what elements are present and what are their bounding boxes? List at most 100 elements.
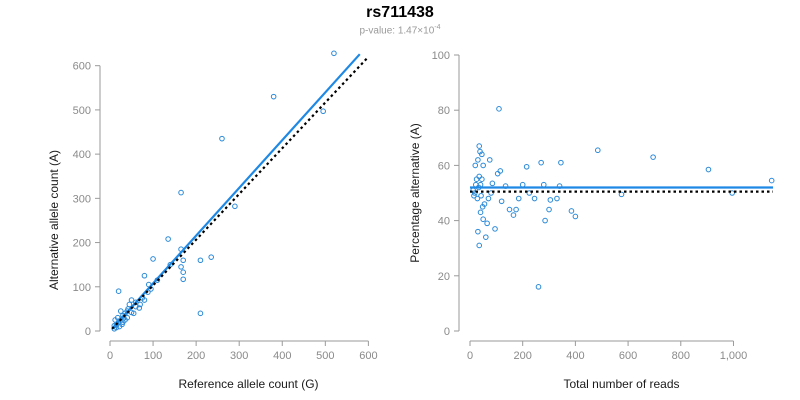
data-point — [119, 321, 125, 328]
x-axis-title: Total number of reads — [563, 377, 679, 391]
data-point — [128, 297, 135, 303]
x-tick-label: 400 — [566, 350, 584, 362]
data-point — [471, 190, 478, 196]
data-point — [473, 176, 480, 182]
data-point — [485, 195, 492, 202]
data-point — [568, 208, 575, 214]
expected-reference-line — [111, 56, 370, 330]
x-tick-label: 1,000 — [720, 350, 748, 362]
chart-subtitle: p-value: 1.47×10-4 — [359, 24, 441, 37]
data-point — [320, 108, 326, 115]
data-point — [476, 143, 483, 149]
x-tick-label: 500 — [316, 350, 334, 362]
data-point — [472, 181, 479, 188]
data-point — [475, 157, 481, 163]
data-point — [178, 189, 184, 196]
y-tick-label: 200 — [73, 238, 91, 250]
data-point — [208, 254, 215, 260]
data-point — [497, 168, 504, 174]
data-point — [492, 226, 498, 232]
x-tick-label: 200 — [187, 350, 205, 362]
data-point — [506, 206, 513, 213]
data-point — [484, 220, 490, 227]
data-point — [729, 190, 735, 196]
y-tick-label: 500 — [73, 105, 91, 117]
data-point — [270, 93, 277, 100]
data-point — [478, 192, 484, 199]
data-point — [180, 276, 187, 283]
x-tick-label: 200 — [514, 350, 532, 362]
data-point — [538, 159, 544, 166]
data-point — [489, 180, 496, 187]
data-point — [137, 301, 143, 308]
data-point — [535, 284, 542, 290]
x-tick-label: 100 — [144, 350, 162, 362]
y-tick-label: 20 — [438, 271, 450, 283]
x-tick-label: 600 — [619, 350, 637, 362]
data-point — [531, 195, 538, 202]
x-tick-label: 800 — [672, 350, 690, 362]
data-point — [480, 162, 486, 169]
data-point — [768, 177, 775, 184]
x-tick-label: 0 — [107, 350, 113, 362]
data-point — [472, 162, 479, 169]
data-point — [232, 203, 238, 210]
y-axis-title: Alternative allele count (A) — [47, 150, 61, 290]
y-axis-title: Percentage alternative (A) — [408, 123, 422, 262]
data-point — [594, 147, 601, 154]
data-point — [471, 192, 477, 199]
data-point — [128, 309, 135, 316]
data-point — [705, 166, 712, 173]
data-point — [477, 148, 483, 155]
data-point — [180, 257, 187, 264]
data-point — [141, 272, 148, 279]
data-point — [558, 159, 564, 166]
data-point — [480, 216, 486, 223]
y-tick-label: 100 — [73, 282, 91, 294]
data-point — [494, 170, 501, 177]
data-point — [650, 154, 656, 160]
data-point — [479, 204, 486, 210]
data-point — [572, 213, 579, 220]
data-point — [523, 163, 530, 170]
data-point — [331, 50, 337, 57]
data-point — [476, 173, 483, 180]
data-point — [486, 157, 493, 163]
data-point — [115, 288, 122, 295]
data-point — [197, 310, 204, 317]
allele-count-scatter-plot: 0 100 200 300 400 500 600 0 100 200 300 400 500 600 Re… — [47, 50, 378, 391]
data-point — [496, 106, 502, 112]
data-point — [474, 195, 481, 202]
data-point — [519, 181, 526, 188]
chart-title: rs711438 — [366, 4, 434, 21]
y-tick-label: 100 — [432, 50, 450, 62]
x-tick-label: 600 — [359, 350, 377, 362]
y-tick-label: 60 — [438, 160, 450, 172]
data-point — [477, 209, 484, 216]
data-point — [114, 314, 121, 321]
data-point — [150, 256, 156, 262]
data-point — [542, 217, 548, 224]
data-point — [126, 301, 133, 308]
x-tick-label: 400 — [273, 350, 291, 362]
data-point — [513, 206, 519, 213]
data-point — [546, 206, 552, 213]
x-axis-title: Reference allele count (G) — [178, 377, 318, 391]
data-point — [554, 195, 560, 202]
data-point — [136, 305, 143, 311]
y-tick-label: 400 — [73, 149, 91, 161]
data-point — [117, 308, 124, 314]
regression-fit-line — [111, 53, 361, 330]
x-tick-label: 0 — [467, 350, 473, 362]
y-tick-label: 40 — [438, 216, 450, 228]
data-point — [479, 176, 485, 182]
data-point — [526, 190, 533, 196]
data-point — [498, 198, 505, 205]
data-point — [488, 190, 494, 196]
data-point — [475, 228, 481, 235]
percentage-alternative-scatter-plot: 0 200 400 600 800 1,000 0 20 40 60 80 100 Total numb… — [408, 50, 775, 391]
data-point — [515, 195, 522, 202]
data-point — [197, 257, 204, 264]
data-point — [618, 191, 625, 198]
